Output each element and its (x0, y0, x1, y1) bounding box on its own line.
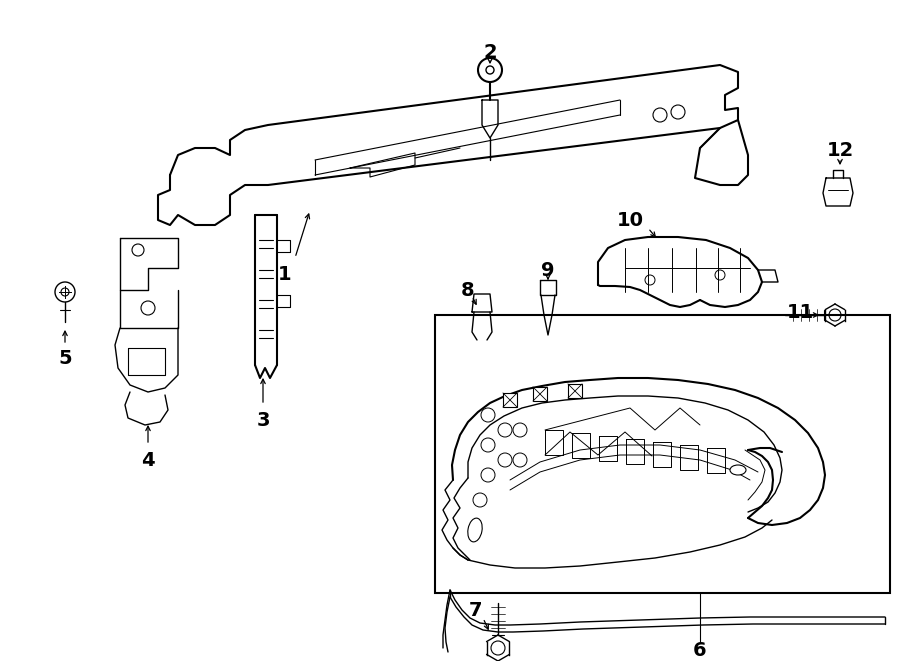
Text: 9: 9 (541, 260, 554, 280)
Text: 7: 7 (468, 600, 482, 619)
Circle shape (486, 66, 494, 74)
Text: 3: 3 (256, 410, 270, 430)
Text: 12: 12 (826, 141, 853, 159)
Text: 11: 11 (787, 303, 814, 323)
Ellipse shape (730, 465, 746, 475)
Text: 5: 5 (58, 348, 72, 368)
Text: 1: 1 (278, 266, 292, 284)
Bar (435, 315, 890, 593)
Text: 8: 8 (461, 280, 475, 299)
Bar (503, 393, 517, 407)
Text: 10: 10 (616, 210, 643, 229)
Bar (568, 384, 582, 398)
Text: 6: 6 (693, 641, 706, 660)
Bar (533, 387, 547, 401)
Text: 2: 2 (483, 42, 497, 61)
Ellipse shape (468, 518, 482, 542)
Text: 4: 4 (141, 451, 155, 469)
